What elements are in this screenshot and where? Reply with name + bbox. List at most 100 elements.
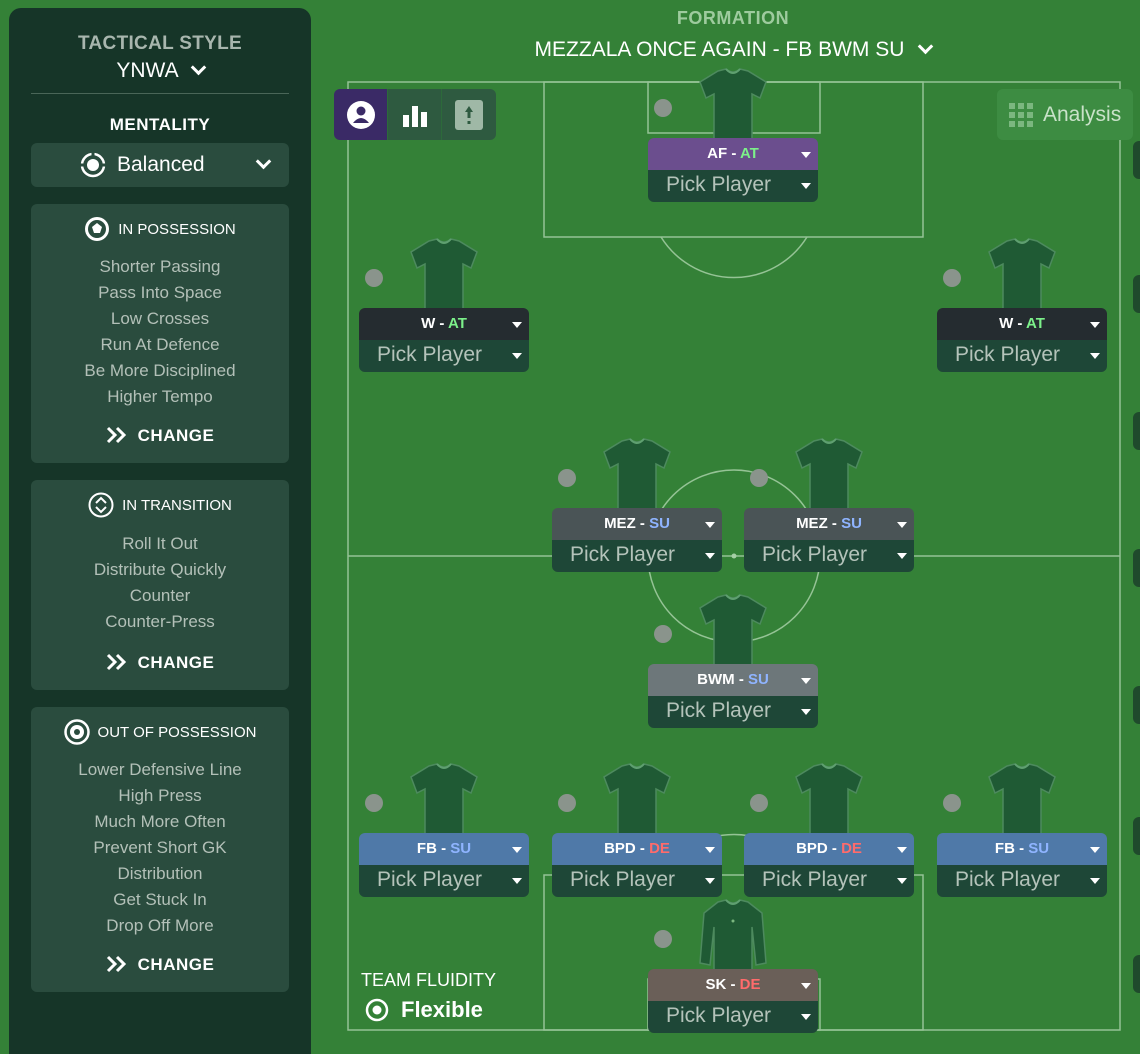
caret-down-icon bbox=[1090, 353, 1100, 359]
chevron-down-icon bbox=[255, 153, 272, 170]
player-status-dot bbox=[365, 794, 383, 812]
instruction-item: Drop Off More bbox=[106, 916, 214, 935]
grid-icon bbox=[1009, 102, 1033, 127]
panel-title: OUT OF POSSESSION bbox=[97, 723, 257, 741]
pick-player-label: Pick Player bbox=[762, 868, 868, 891]
double-chevron-right-icon bbox=[106, 955, 126, 973]
pick-player-dropdown[interactable]: Pick Player bbox=[359, 340, 529, 372]
role-selector[interactable]: MEZ - SU bbox=[552, 508, 722, 540]
instruction-item: Low Crosses bbox=[110, 309, 210, 328]
caret-down-icon bbox=[1090, 322, 1100, 328]
role-selector[interactable]: SK - DE bbox=[648, 969, 818, 1001]
caret-down-icon bbox=[1090, 847, 1100, 853]
out-of-possession-change-button[interactable]: CHANGE bbox=[31, 955, 289, 975]
role-selector[interactable]: W - AT bbox=[359, 308, 529, 340]
pick-player-dropdown[interactable]: Pick Player bbox=[648, 696, 818, 728]
tactical-style-label: TACTICAL STYLE bbox=[78, 33, 242, 54]
instruction-item: Pass Into Space bbox=[98, 283, 222, 302]
role-selector[interactable]: AF - AT bbox=[648, 138, 818, 170]
role-selector[interactable]: BWM - SU bbox=[648, 664, 818, 696]
role-duty: DE bbox=[841, 840, 862, 857]
upload-view-button[interactable] bbox=[442, 89, 496, 140]
formation-value: MEZZALA ONCE AGAIN - FB BWM SU bbox=[534, 38, 905, 61]
person-icon bbox=[346, 100, 375, 129]
pick-player-dropdown[interactable]: Pick Player bbox=[552, 540, 722, 572]
role-selector[interactable]: BPD - DE bbox=[552, 833, 722, 865]
instruction-item: Distribution bbox=[117, 864, 203, 883]
role-name: FB bbox=[994, 840, 1015, 857]
pick-player-dropdown[interactable]: Pick Player bbox=[648, 170, 818, 202]
role-selector[interactable]: FB - SU bbox=[937, 833, 1107, 865]
position-fb-right: FB - SU Pick Player bbox=[937, 763, 1107, 897]
tactics-sidebar: TACTICAL STYLE YNWA MENTALITY Balanced I… bbox=[9, 8, 311, 1054]
change-label: CHANGE bbox=[137, 955, 215, 974]
role-name: BWM bbox=[697, 671, 735, 688]
pick-player-dropdown[interactable]: Pick Player bbox=[744, 540, 914, 572]
pick-player-dropdown[interactable]: Pick Player bbox=[744, 865, 914, 897]
role-duty: SU bbox=[841, 515, 862, 532]
player-status-dot bbox=[943, 269, 961, 287]
role-selector[interactable]: FB - SU bbox=[359, 833, 529, 865]
shirt-icon bbox=[600, 763, 674, 837]
caret-down-icon bbox=[897, 847, 907, 853]
fluidity-icon bbox=[365, 998, 389, 1022]
mentality-dropdown[interactable]: Balanced bbox=[31, 143, 289, 187]
caret-down-icon bbox=[705, 878, 715, 884]
player-view-button[interactable] bbox=[334, 89, 388, 140]
in-possession-change-button[interactable]: CHANGE bbox=[31, 426, 289, 446]
caret-down-icon bbox=[705, 522, 715, 528]
tactical-style-value: YNWA bbox=[116, 59, 179, 82]
caret-down-icon bbox=[897, 878, 907, 884]
shirt-icon bbox=[792, 763, 866, 837]
instruction-list: Roll It Out Distribute Quickly Counter C… bbox=[31, 531, 289, 635]
side-panel-tab[interactable] bbox=[1133, 275, 1140, 313]
team-fluidity-label: TEAM FLUIDITY bbox=[361, 970, 497, 990]
instruction-item: Run At Defence bbox=[100, 335, 220, 354]
role-duty: DE bbox=[649, 840, 670, 857]
mentality-value: Balanced bbox=[117, 153, 205, 176]
caret-down-icon bbox=[897, 553, 907, 559]
caret-down-icon bbox=[801, 983, 811, 989]
instruction-item: Distribute Quickly bbox=[93, 560, 227, 579]
shirt-icon bbox=[696, 594, 770, 668]
in-transition-change-button[interactable]: CHANGE bbox=[31, 653, 289, 673]
pick-player-label: Pick Player bbox=[377, 868, 483, 891]
caret-down-icon bbox=[801, 678, 811, 684]
role-selector[interactable]: W - AT bbox=[937, 308, 1107, 340]
caret-down-icon bbox=[801, 709, 811, 715]
role-name: MEZ bbox=[796, 515, 828, 532]
analysis-label: Analysis bbox=[1043, 102, 1122, 126]
tactical-style-dropdown[interactable]: YNWA bbox=[9, 59, 311, 83]
analysis-button[interactable]: Analysis bbox=[997, 89, 1133, 140]
side-panel-tab[interactable] bbox=[1133, 686, 1140, 724]
role-selector[interactable]: BPD - DE bbox=[744, 833, 914, 865]
defend-icon bbox=[63, 719, 90, 745]
pick-player-dropdown[interactable]: Pick Player bbox=[552, 865, 722, 897]
pick-player-dropdown[interactable]: Pick Player bbox=[937, 340, 1107, 372]
shirt-icon bbox=[696, 68, 770, 142]
position-w-right: W - AT Pick Player bbox=[937, 238, 1107, 372]
panel-header: IN TRANSITION bbox=[31, 492, 289, 518]
formation-dropdown[interactable]: MEZZALA ONCE AGAIN - FB BWM SU bbox=[320, 38, 1140, 62]
caret-down-icon bbox=[897, 522, 907, 528]
side-panel-tab[interactable] bbox=[1133, 141, 1140, 179]
view-toolbar bbox=[334, 89, 496, 140]
side-panel-tab[interactable] bbox=[1133, 817, 1140, 855]
pick-player-dropdown[interactable]: Pick Player bbox=[359, 865, 529, 897]
side-panel-tab[interactable] bbox=[1133, 549, 1140, 587]
side-panel-tab[interactable] bbox=[1133, 955, 1140, 993]
panel-title: IN TRANSITION bbox=[122, 496, 232, 514]
mentality-icon bbox=[80, 152, 106, 178]
double-chevron-right-icon bbox=[106, 426, 126, 444]
stats-view-button[interactable] bbox=[388, 89, 442, 140]
position-mez-right: MEZ - SU Pick Player bbox=[744, 438, 914, 572]
pick-player-dropdown[interactable]: Pick Player bbox=[937, 865, 1107, 897]
caret-down-icon bbox=[801, 1014, 811, 1020]
player-status-dot bbox=[654, 99, 672, 117]
side-panel-tab[interactable] bbox=[1133, 412, 1140, 450]
instruction-item: Shorter Passing bbox=[99, 257, 221, 276]
role-selector[interactable]: MEZ - SU bbox=[744, 508, 914, 540]
player-status-dot bbox=[750, 794, 768, 812]
role-name: MEZ bbox=[604, 515, 636, 532]
pick-player-dropdown[interactable]: Pick Player bbox=[648, 1001, 818, 1033]
